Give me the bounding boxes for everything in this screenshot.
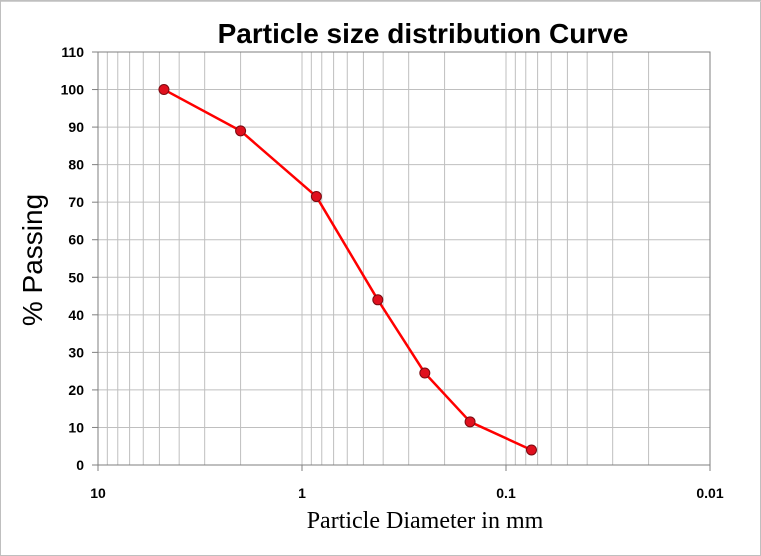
data-point	[235, 125, 247, 137]
y-tick-label: 20	[68, 382, 84, 398]
y-tick-label: 40	[68, 307, 84, 323]
data-point	[464, 416, 476, 428]
data-point	[525, 444, 537, 456]
y-tick-label: 50	[68, 269, 84, 285]
y-tick-label: 0	[76, 457, 84, 473]
y-tick-label: 30	[68, 344, 84, 360]
x-tick-label: 0.1	[496, 485, 516, 501]
x-axis-label: Particle Diameter in mm	[307, 508, 544, 534]
y-tick-label: 100	[61, 82, 85, 98]
y-axis-ticks: 0 10 20 30 40 50 60 70 80 90 100 110	[61, 44, 98, 473]
plot-area	[97, 51, 711, 466]
data-point	[158, 84, 170, 96]
y-tick-label: 10	[68, 419, 84, 435]
grid	[98, 51, 711, 466]
y-tick-label: 80	[68, 157, 84, 173]
data-point	[372, 294, 384, 306]
x-tick-label: 1	[298, 485, 306, 501]
y-tick-label: 110	[61, 44, 84, 60]
data-point	[419, 367, 431, 379]
y-tick-label: 90	[68, 119, 84, 135]
x-tick-label: 10	[90, 485, 106, 501]
x-tick-label: 0.01	[696, 485, 723, 501]
x-axis-ticks: 10 1 0.1 0.01	[90, 465, 724, 501]
y-tick-label: 70	[68, 194, 84, 210]
chart-title: Particle size distribution Curve	[218, 18, 629, 49]
y-axis-label: % Passing	[17, 194, 48, 326]
data-series	[158, 84, 537, 456]
data-point	[310, 191, 322, 203]
y-tick-label: 60	[68, 232, 84, 248]
